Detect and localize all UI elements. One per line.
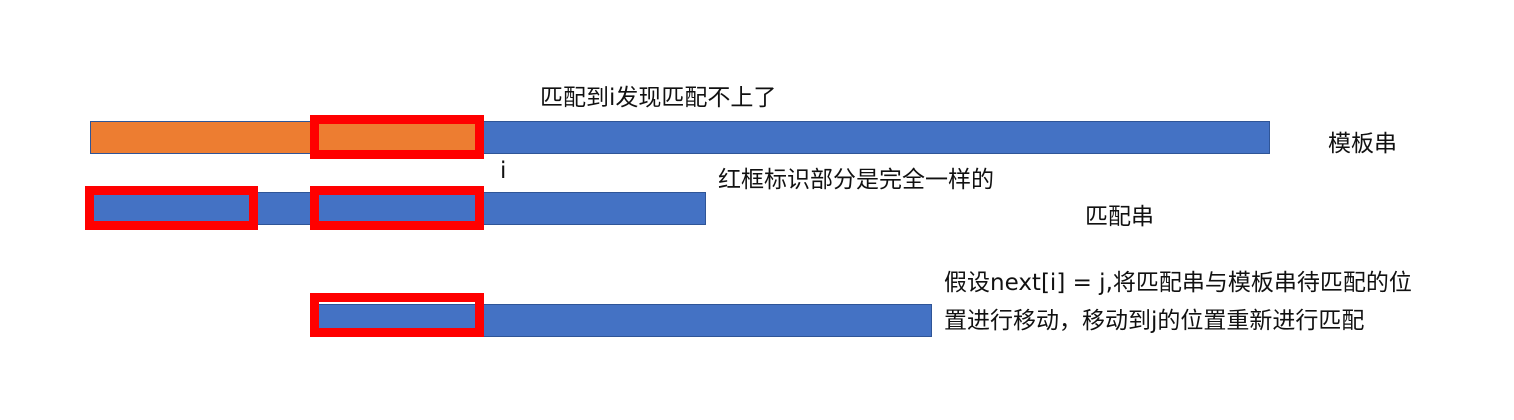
template-string-label: 模板串 xyxy=(1328,130,1397,158)
pattern-prefix-red-box xyxy=(85,186,258,230)
shifted-prefix-red-box xyxy=(310,293,484,337)
pattern-suffix-red-box xyxy=(310,186,484,230)
pattern-string-label: 匹配串 xyxy=(1085,203,1154,231)
index-i-label: i xyxy=(500,157,506,185)
shift-note-line2: 置进行移动，移动到j的位置重新进行匹配 xyxy=(944,307,1364,335)
mismatch-note: 匹配到i发现匹配不上了 xyxy=(540,84,776,112)
template-bar-matched xyxy=(90,121,315,154)
red-box-note: 红框标识部分是完全一样的 xyxy=(718,166,994,194)
template-red-box xyxy=(310,115,484,159)
shift-note-line1: 假设next[i] = j,将匹配串与模板串待匹配的位 xyxy=(944,269,1412,297)
